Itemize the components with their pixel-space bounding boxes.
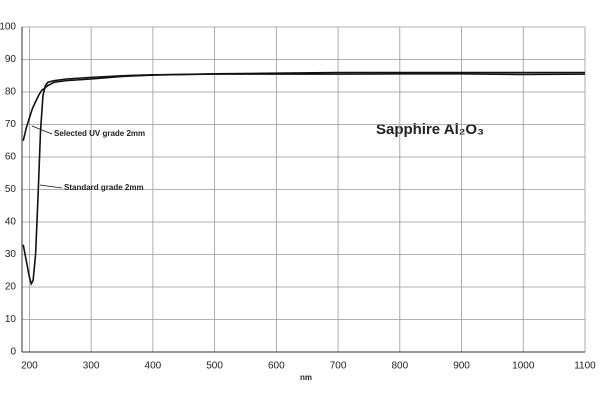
y-tick-label: 20 (5, 282, 17, 293)
x-tick-label: 500 (206, 361, 223, 372)
y-tick-label: 40 (5, 217, 17, 228)
x-tick-label: 300 (83, 361, 100, 372)
annotation-arrow (31, 125, 53, 135)
chart-title: Sapphire Al₂O₃ (376, 121, 484, 138)
x-tick-label: 1000 (512, 361, 535, 372)
x-tick-label: 600 (268, 361, 285, 372)
y-tick-label: 60 (5, 152, 17, 163)
annotation-arrow (39, 184, 63, 189)
y-tick-label: 50 (5, 184, 17, 195)
y-tick-label: 10 (5, 314, 17, 325)
x-tick-label: 900 (453, 361, 470, 372)
data-line (22, 73, 586, 286)
x-tick-label: 200 (21, 361, 38, 372)
y-tick-label: 70 (5, 119, 17, 130)
y-tick-label: 100 (0, 22, 16, 33)
x-tick-label: 700 (330, 361, 347, 372)
line-label: Selected UV grade 2mm (54, 129, 145, 138)
line-label: Standard grade 2mm (64, 183, 144, 192)
y-tick-label: 30 (5, 249, 17, 260)
y-tick-label: 0 (10, 347, 16, 358)
data-line (22, 71, 585, 141)
x-axis-label: nm (300, 373, 312, 382)
x-tick-label: 800 (391, 361, 408, 372)
x-tick-label: 400 (145, 361, 162, 372)
y-tick-label: 80 (5, 87, 17, 98)
y-tick-label: 90 (5, 54, 17, 65)
x-tick-label: 1100 (574, 361, 596, 372)
